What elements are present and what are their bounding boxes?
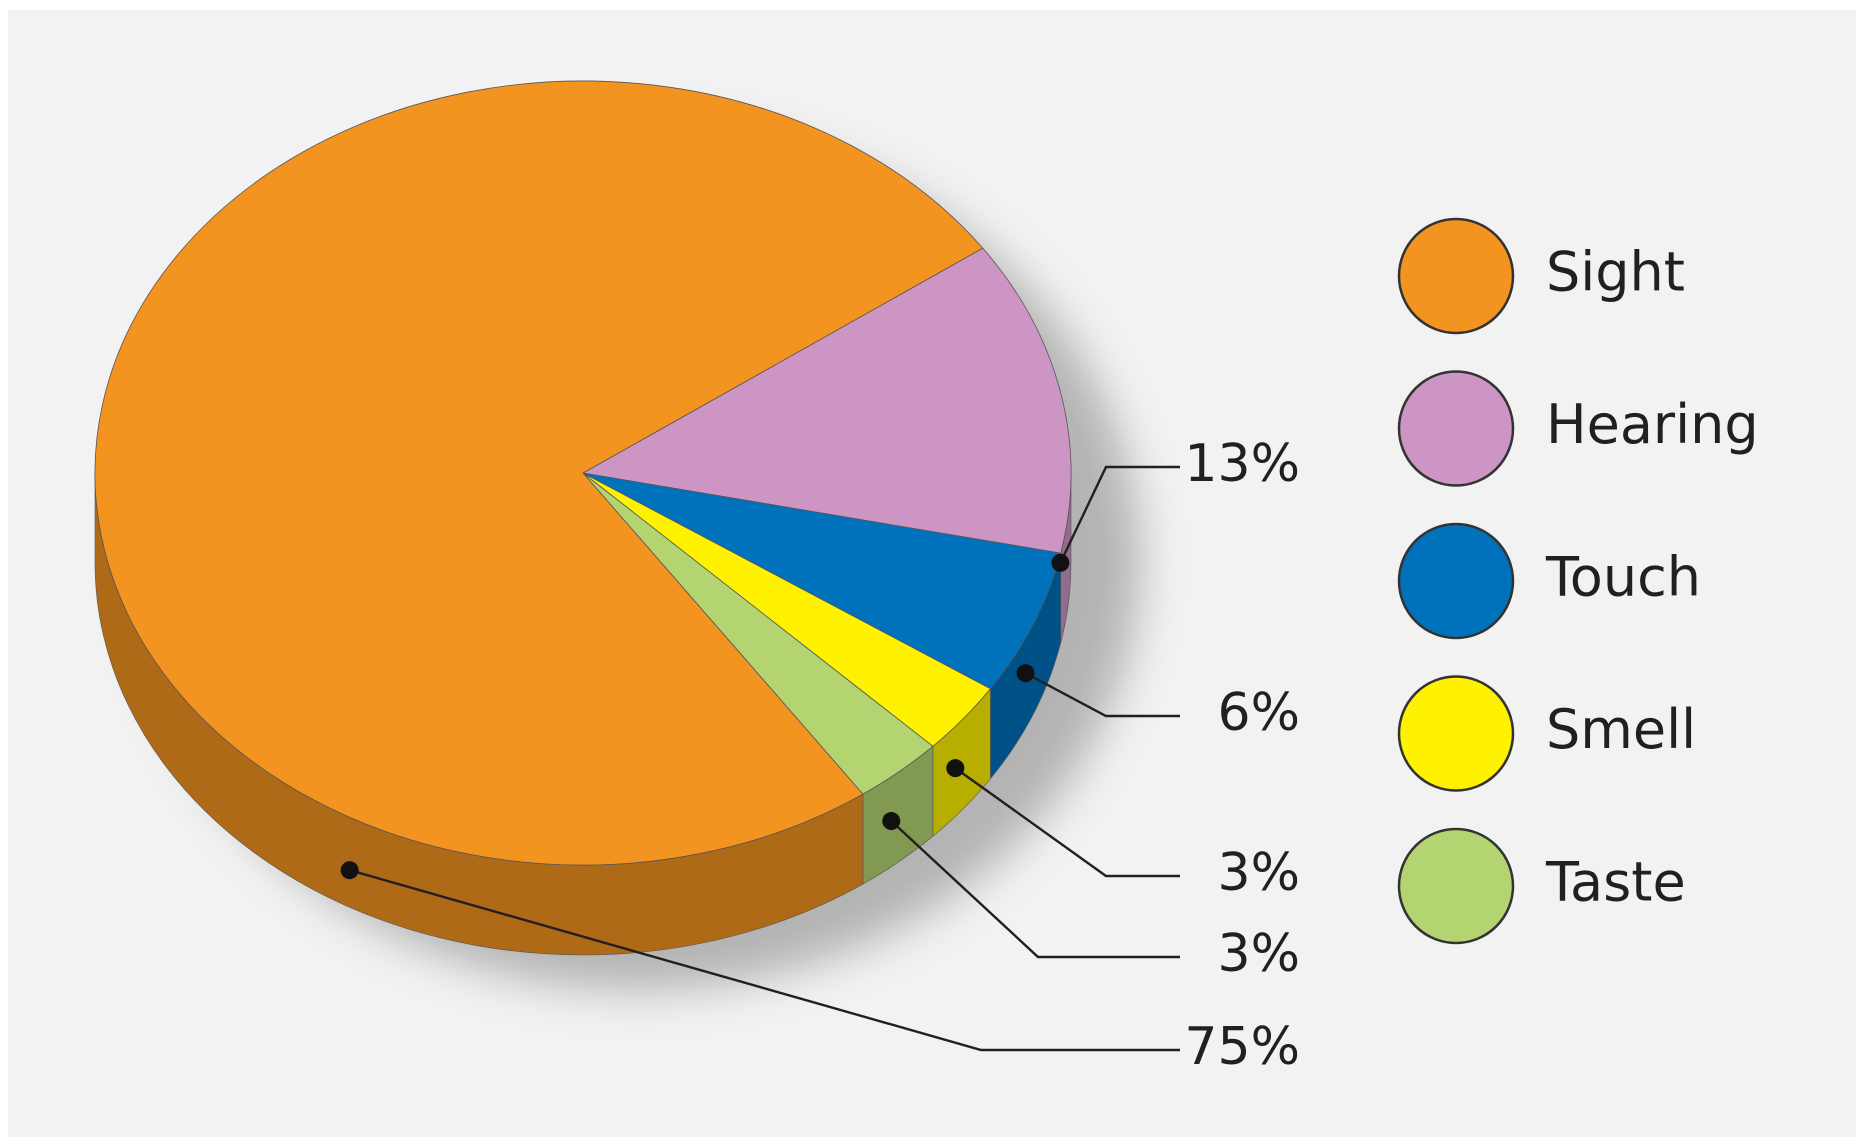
leader-dot (1016, 664, 1035, 683)
legend-swatch (1397, 217, 1515, 335)
leader-line (349, 869, 1180, 1052)
leader-dot (946, 759, 965, 778)
legend-swatch (1397, 522, 1515, 640)
leader-dot (1051, 553, 1070, 572)
leader-dot (882, 812, 901, 831)
pie-slice (581, 247, 1072, 554)
leader-line (1059, 465, 1180, 564)
legend-label: Touch (1545, 546, 1701, 609)
legend-label: Smell (1546, 698, 1696, 761)
data-label: 75% (1184, 1017, 1300, 1077)
leader-dot (340, 861, 359, 880)
data-label: 3% (1218, 843, 1301, 903)
legend-label: Sight (1546, 241, 1685, 304)
legend-label: Taste (1545, 851, 1686, 914)
data-label: 13% (1184, 434, 1300, 494)
data-label: 6% (1218, 683, 1301, 743)
leader-line (890, 820, 1180, 959)
leader-line (954, 767, 1180, 878)
pie-slice (94, 80, 984, 866)
legend-label: Hearing (1546, 393, 1759, 456)
legend-swatch (1397, 675, 1515, 792)
pie-tops (94, 80, 1072, 866)
leaders: 13% 6% 3% 3% 75% (340, 434, 1301, 1077)
legend: Sight Hearing Touch Smell Taste (1397, 217, 1759, 945)
legend-swatch (1397, 827, 1515, 945)
legend-swatch (1397, 370, 1515, 487)
leader-line (1024, 672, 1180, 718)
data-label: 3% (1218, 924, 1301, 984)
